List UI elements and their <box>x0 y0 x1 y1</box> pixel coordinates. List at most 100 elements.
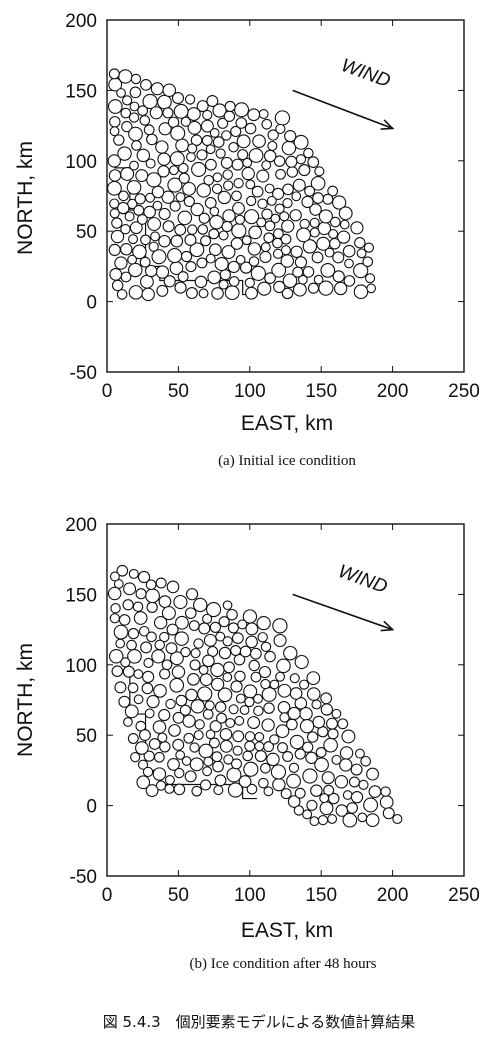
ice-floe-point <box>307 156 320 169</box>
y-axis-label: NORTH, km <box>14 643 37 757</box>
ice-floe-point <box>282 183 294 196</box>
ice-floe-point <box>134 193 146 205</box>
ice-floe-point <box>267 140 278 152</box>
ice-floe-point <box>117 146 132 161</box>
ice-floe-point <box>366 283 377 294</box>
ice-floe-point <box>129 221 143 235</box>
ice-floe-point <box>196 149 208 161</box>
ice-floe-point <box>289 209 302 222</box>
ice-floe-point <box>124 704 139 719</box>
ice-floe-point <box>170 234 184 248</box>
ice-floe-point <box>279 211 290 222</box>
ice-floe-point <box>222 636 233 647</box>
ice-floe-point <box>200 235 212 247</box>
ice-floe-point <box>379 795 394 810</box>
ice-floe-point <box>218 279 229 290</box>
ice-floe-point <box>320 692 333 705</box>
ice-floe-point <box>197 686 213 702</box>
ice-floe-point <box>135 741 149 755</box>
ice-floe-point <box>199 673 213 687</box>
ice-floe-point <box>245 622 259 636</box>
ice-floe-point <box>190 202 205 217</box>
y-tick-label: 50 <box>76 726 97 747</box>
ice-floe-point <box>243 761 259 777</box>
ice-floe-point <box>161 659 173 671</box>
ice-floe-point <box>151 249 167 265</box>
ice-floe-point <box>110 603 121 614</box>
ice-floe-point <box>111 665 124 677</box>
ice-floe-point <box>120 243 133 256</box>
ice-floe-point <box>215 148 226 159</box>
ice-floe-point <box>202 654 215 668</box>
ice-floe-point <box>186 224 198 235</box>
x-tick-label: 250 <box>448 381 480 402</box>
ice-floe-point <box>205 158 217 171</box>
ice-floe-point <box>320 703 334 716</box>
ice-floe-point <box>230 644 242 656</box>
ice-floe-point <box>363 797 379 813</box>
ice-floe-point <box>120 107 132 119</box>
wind-arrow-line <box>292 89 393 130</box>
ice-floe-point <box>322 193 334 205</box>
ice-floe-point <box>194 275 208 289</box>
ice-floe-point <box>339 219 350 230</box>
ice-floe-point <box>167 177 183 193</box>
ice-floe-point <box>175 694 188 707</box>
ice-floe-point <box>319 793 330 804</box>
ice-floe-point <box>230 680 243 693</box>
ice-floe-point <box>314 166 325 177</box>
ice-floe-point <box>165 642 178 655</box>
x-tick-label: 100 <box>234 381 266 402</box>
ice-floe-point <box>183 732 195 744</box>
ice-floe-point <box>115 638 126 649</box>
ice-floe-point <box>128 112 140 123</box>
ice-floe-point <box>272 237 283 249</box>
ice-floe-point <box>157 165 170 178</box>
wind-arrow-head <box>380 620 395 632</box>
ice-floe-point <box>299 718 315 734</box>
ice-floe-point <box>253 705 264 717</box>
ice-floe-point <box>258 665 272 679</box>
ice-floe-point <box>197 224 209 235</box>
ice-floe-point <box>231 632 244 645</box>
ice-floe-point <box>360 755 371 767</box>
ice-floe-point <box>114 256 128 270</box>
ice-floe-point <box>164 783 175 794</box>
ice-floe-point <box>222 169 233 180</box>
ice-floe-point <box>149 106 163 120</box>
ice-floe-point <box>129 86 142 99</box>
ice-floe-point <box>346 802 359 814</box>
ice-floe-point <box>260 242 271 253</box>
ice-floe-point <box>110 229 125 244</box>
ice-floe-point <box>133 669 144 680</box>
ice-floe-point <box>310 176 326 191</box>
ice-floe-point <box>120 224 131 235</box>
ice-floe-point <box>120 657 131 668</box>
y-tick-label: 100 <box>65 152 97 173</box>
ice-floe-point <box>260 762 271 774</box>
ice-floe-point <box>277 742 288 754</box>
ice-floe-point <box>256 615 271 631</box>
ice-floe-point <box>282 751 294 762</box>
ice-floe-point <box>339 758 353 772</box>
ice-floe-point <box>264 183 275 194</box>
ice-floe-point <box>202 708 214 720</box>
ice-floe-point <box>342 812 358 828</box>
ice-floe-point <box>314 757 329 773</box>
ice-floe-point <box>159 631 170 643</box>
ice-floe-point <box>328 229 339 239</box>
y-tick-label: 100 <box>65 656 97 677</box>
ice-floe-point <box>120 271 132 283</box>
ice-floe-point <box>257 632 268 643</box>
x-tick-label: 100 <box>234 885 266 906</box>
ice-floe-point <box>254 749 267 763</box>
ice-floe-point <box>170 125 186 141</box>
ice-floe-point <box>234 102 250 118</box>
ice-floe-point <box>159 668 171 680</box>
ice-floe-point <box>169 200 181 212</box>
ice-floe-point <box>187 672 200 686</box>
ice-floe-point <box>221 245 236 260</box>
ice-floe-point <box>136 148 151 163</box>
ice-floe-point <box>333 281 348 296</box>
ice-floe-point <box>127 254 138 265</box>
